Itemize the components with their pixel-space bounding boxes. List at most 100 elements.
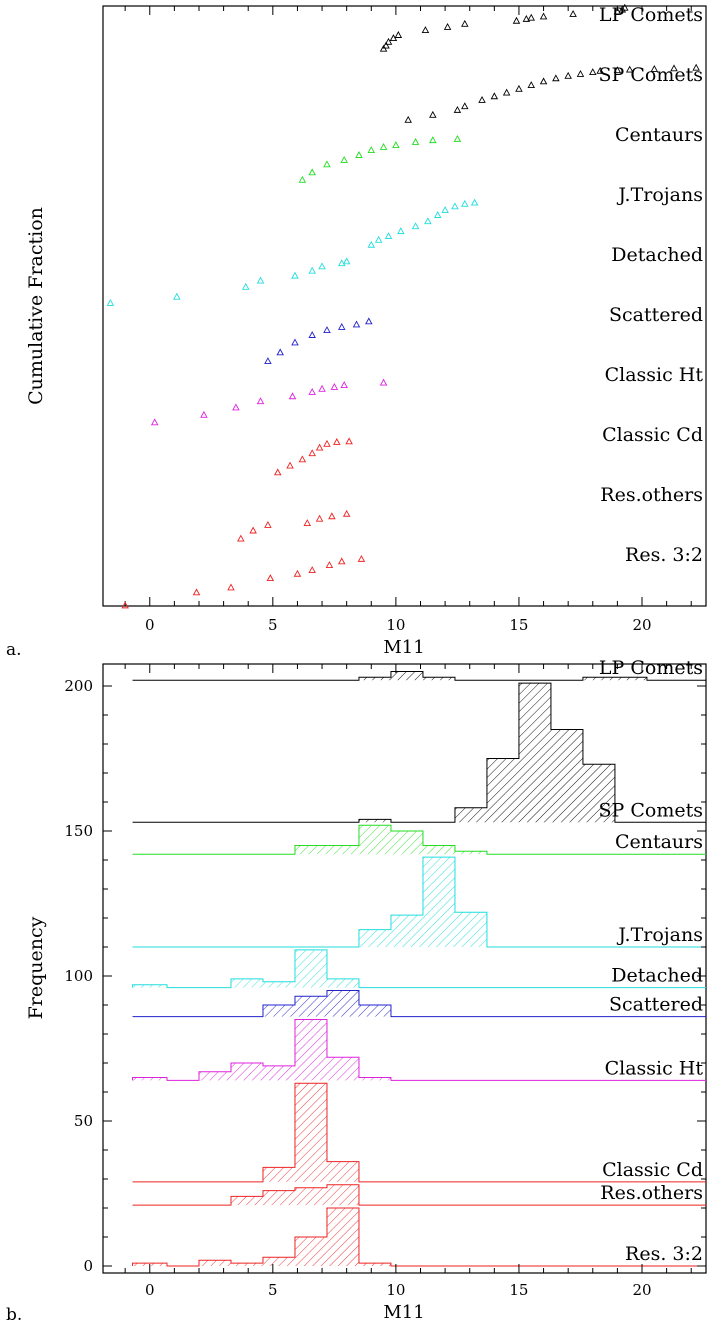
panel-a-data-point	[539, 12, 548, 20]
panel-b-bar	[294, 949, 327, 988]
panel-a-series-lp-comets	[379, 3, 629, 52]
panel-a-data-point	[337, 259, 346, 267]
panel-a-data-point	[249, 526, 257, 534]
panel-a-x-tick-label: 0	[145, 616, 155, 634]
panel-a-data-point	[613, 66, 622, 74]
panel-a-data-point	[308, 266, 316, 274]
panel-a-data-point	[411, 222, 420, 230]
panel-b-x-tick-label: 5	[268, 1281, 278, 1299]
panel-a-data-point	[303, 519, 312, 527]
panel-b-series-sp-comets	[132, 682, 706, 823]
panel-b-bar	[230, 1196, 263, 1206]
panel-b-label-scattered: Scattered	[609, 994, 703, 1016]
panel-a-data-point	[379, 143, 388, 150]
panel-b-bar	[582, 677, 615, 681]
panel-a-data-point	[576, 69, 585, 77]
panel-a-data-point	[527, 13, 536, 21]
panel-b-label-res-3-2: Res. 3:2	[625, 1243, 703, 1265]
panel-a-data-point	[367, 146, 376, 153]
panel-a-data-point	[355, 151, 363, 158]
panel-a-data-point	[323, 439, 331, 447]
panel-a-data-point	[333, 438, 341, 445]
panel-a-data-point	[342, 257, 351, 265]
panel-b-bar	[422, 857, 455, 947]
panel-b-series-classic-cd	[132, 1082, 706, 1183]
panel-b-histograms	[132, 671, 706, 1267]
panel-a-data-point	[352, 320, 361, 328]
panel-b-bar	[422, 677, 455, 681]
panel-a-data-point	[382, 41, 390, 49]
panel-a-frame	[102, 5, 707, 607]
panel-b-bar	[230, 978, 263, 988]
panel-a-series-res-3-2	[121, 554, 366, 609]
panel-a-data-point	[421, 26, 430, 33]
panel-b-bar	[390, 671, 423, 681]
panel-b-bar	[358, 1263, 391, 1266]
panel-a-data-point	[308, 168, 316, 176]
panel-a-data-point	[429, 110, 437, 118]
panel-a-data-point	[621, 3, 629, 11]
panel-a-data-point	[318, 384, 326, 392]
panel-a-data-point	[564, 71, 572, 79]
panel-a-data-point	[264, 357, 272, 364]
panel-b-label-j-trojans: J.Trojans	[616, 924, 703, 946]
panel-a-data-point	[264, 520, 272, 528]
panel-b-step-outline	[132, 856, 706, 948]
panel-b-step-outline	[132, 1207, 706, 1267]
panel-b-bar	[230, 1263, 263, 1266]
panel-b-label-detached: Detached	[611, 965, 703, 987]
panel-b-bar	[358, 819, 391, 823]
panel-a-data-point	[256, 397, 265, 405]
panel-b-label-res-others: Res.others	[600, 1182, 703, 1204]
panel-b-bar	[230, 1063, 263, 1081]
panel-a-label-sp-comets: SP Comets	[599, 64, 703, 86]
panel-b-bar	[550, 729, 583, 823]
panel-b-bar	[262, 1005, 295, 1017]
panel-a-data-point	[384, 232, 393, 240]
panel-a-data-point	[367, 240, 376, 248]
panel-b-bar	[132, 984, 167, 988]
panel-a-data-point	[337, 557, 346, 565]
panel-a-data-point	[613, 7, 622, 15]
panel-a-data-point	[150, 418, 159, 426]
panel-b-bar	[198, 1260, 231, 1266]
panel-a-points	[106, 3, 700, 609]
panel-b-bar	[614, 677, 647, 681]
panel-b-step-outline	[132, 990, 706, 1018]
panel-a-data-point	[291, 271, 299, 279]
panel-b-bar	[454, 851, 487, 855]
panel-a-x-tick-label: 15	[509, 616, 528, 634]
panel-b-step-outline	[132, 1184, 706, 1206]
panel-a-data-point	[318, 262, 326, 270]
panel-b-bar	[326, 1057, 359, 1081]
panel-b-bar	[454, 807, 487, 823]
panel-a-data-point	[192, 588, 201, 596]
panel-a-data-point	[325, 561, 334, 569]
panel-b-bar	[422, 845, 455, 855]
panel-a-data-point	[433, 211, 442, 218]
panel-b-bar	[262, 981, 295, 988]
panel-a-data-point	[589, 68, 597, 76]
panel-a-cumulative-chart: 0 5 10 15 20 LP Comets SP Comets Centaurs J.Tro…	[6, 3, 707, 660]
panel-b-series-j-trojans	[132, 856, 706, 948]
panel-b-bar	[390, 915, 423, 947]
panel-b-step-outline	[132, 1019, 706, 1081]
panel-a-data-point	[291, 338, 299, 346]
panel-b-bar	[326, 1184, 359, 1206]
panel-a-data-point	[200, 410, 208, 418]
panel-a-data-point	[515, 84, 523, 92]
panel-a-data-point	[502, 88, 511, 96]
panel-b-bar	[262, 1065, 295, 1081]
panel-a-label-detached: Detached	[611, 244, 703, 266]
panel-a-series-classic-ht	[150, 378, 388, 426]
panel-b-bar	[518, 683, 551, 823]
panel-a-data-point	[232, 403, 240, 411]
panel-a-data-point	[404, 115, 412, 123]
panel-b-bar	[454, 912, 487, 947]
panel-b-bar	[326, 1161, 359, 1182]
panel-b-series-centaurs	[132, 824, 706, 855]
panel-a-series-labels: LP Comets SP Comets Centaurs J.Trojans Detac…	[599, 4, 704, 566]
panel-a-data-point	[451, 202, 459, 210]
panel-a-label-j-trojans: J.Trojans	[616, 184, 703, 206]
